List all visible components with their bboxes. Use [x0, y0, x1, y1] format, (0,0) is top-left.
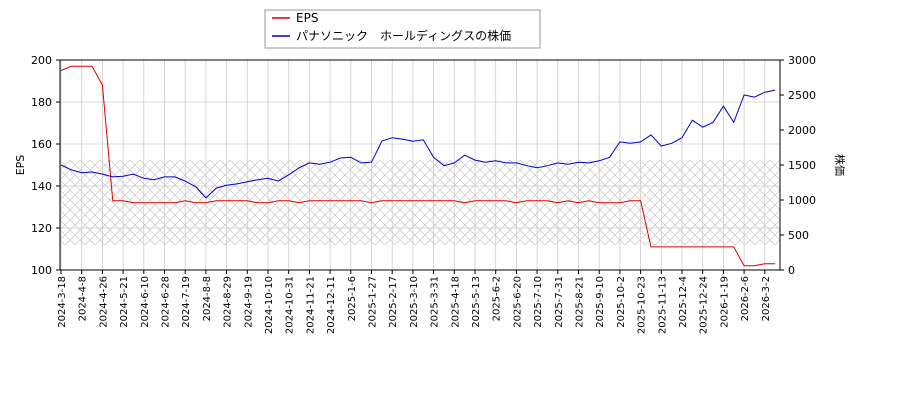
y2-tick-label: 2000: [788, 124, 816, 137]
x-tick-label: 2026-3-2: [761, 276, 772, 321]
x-tick-label: 2025-9-10: [595, 276, 606, 328]
x-tick-label: 2025-10-2: [616, 276, 627, 328]
x-tick-label: 2025-12-4: [678, 276, 689, 328]
y-tick-label: 140: [31, 180, 52, 193]
x-tick-label: 2025-6-20: [512, 276, 523, 328]
x-tick-label: 2026-2-6: [740, 276, 751, 321]
y-tick-label: 200: [31, 54, 52, 67]
x-tick-label: 2024-6-28: [161, 276, 172, 328]
x-tick-label: 2024-7-19: [181, 276, 192, 328]
x-tick-label: 2025-11-13: [657, 276, 668, 334]
y2-tick-label: 3000: [788, 54, 816, 67]
x-tick-label: 2025-1-27: [368, 276, 379, 328]
x-tick-label: 2025-1-6: [347, 276, 358, 321]
x-tick-label: 2025-8-21: [575, 276, 586, 328]
x-tick-label: 2024-6-10: [140, 276, 151, 328]
x-tick-label: 2024-4-26: [98, 276, 109, 328]
x-tick-label: 2025-4-18: [450, 276, 461, 328]
x-tick-label: 2024-4-8: [78, 276, 89, 321]
y2-tick-label: 1000: [788, 194, 816, 207]
x-tick-label: 2024-5-21: [119, 276, 130, 328]
series-line: [60, 89, 776, 199]
y2-tick-label: 0: [788, 264, 795, 277]
y-tick-label: 180: [31, 96, 52, 109]
y-tick-label: 100: [31, 264, 52, 277]
hatch-band: [60, 160, 780, 245]
x-tick-label: 2024-8-8: [202, 276, 213, 321]
y2-tick-label: 2500: [788, 89, 816, 102]
x-tick-label: 2024-3-18: [57, 276, 68, 328]
x-tick-label: 2024-10-10: [264, 276, 275, 334]
legend-label: EPS: [296, 11, 318, 25]
x-tick-label: 2024-10-31: [285, 276, 296, 334]
x-tick-label: 2024-11-21: [305, 276, 316, 334]
x-tick-label: 2025-5-13: [471, 276, 482, 328]
x-tick-label: 2025-10-23: [637, 276, 648, 334]
legend-box: [264, 9, 541, 49]
x-tick-label: 2025-3-31: [430, 276, 441, 328]
x-tick-label: 2025-7-10: [533, 276, 544, 328]
x-tick-label: 2026-1-19: [719, 276, 730, 328]
y2-tick-label: 500: [788, 229, 809, 242]
legend: EPS パナソニック ホールディングスの株価: [264, 9, 541, 49]
x-tick-label: 2025-3-10: [409, 276, 420, 328]
x-tick-label: 2024-12-11: [326, 276, 337, 334]
y2-axis-label: 株価: [833, 154, 847, 176]
x-tick-label: 2024-8-29: [223, 276, 234, 328]
x-tick-label: 2025-2-17: [388, 276, 399, 328]
y-axis-label: EPS: [14, 155, 27, 176]
x-tick-label: 2024-9-19: [243, 276, 254, 328]
x-tick-label: 2025-12-24: [699, 276, 710, 334]
series-line: [60, 65, 776, 267]
legend-label: パナソニック ホールディングスの株価: [296, 28, 511, 43]
y2-tick-label: 1500: [788, 159, 816, 172]
y-tick-label: 160: [31, 138, 52, 151]
y-tick-label: 120: [31, 222, 52, 235]
x-tick-label: 2025-6-2: [492, 276, 503, 321]
x-tick-label: 2025-7-31: [554, 276, 565, 328]
